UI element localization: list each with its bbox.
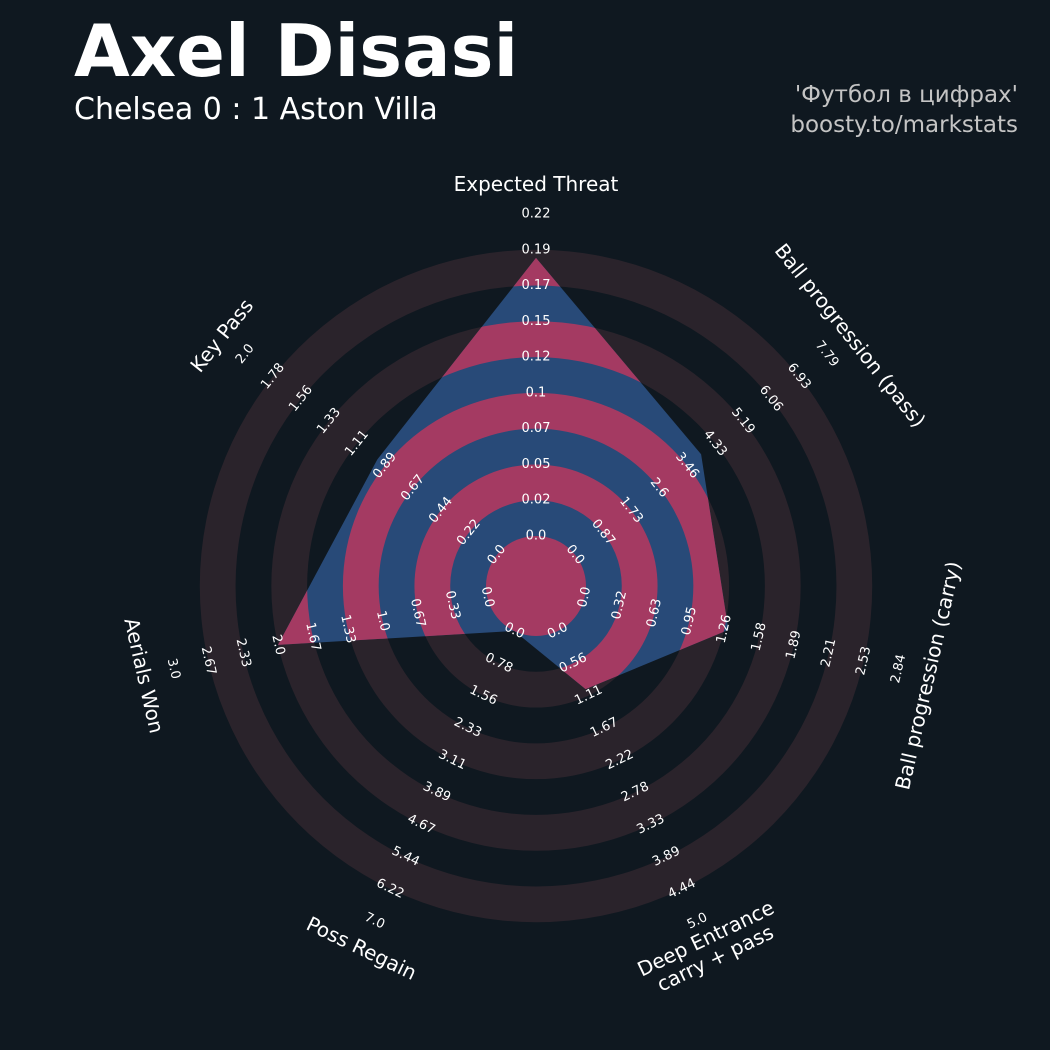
credit-line-2: boosty.to/markstats: [790, 112, 1018, 139]
tick-label: 0.0: [575, 585, 594, 609]
parameter-label-line: Key Pass: [185, 294, 258, 377]
tick-label: 0.19: [522, 242, 551, 257]
tick-label: 0.12: [522, 350, 551, 365]
tick-label: 2.0: [233, 341, 258, 367]
tick-label: 2.84: [888, 653, 909, 685]
parameter-label: Key Pass: [185, 294, 258, 377]
tick-label: 0.17: [522, 278, 551, 293]
tick-label: 2.67: [198, 645, 219, 677]
radar-polygon-center: [486, 536, 586, 636]
parameter-label: Aerials Won: [119, 616, 169, 736]
tick-label: 0.15: [522, 314, 551, 329]
tick-label: 0.22: [522, 207, 551, 222]
credit-line-1: 'Футбол в цифрах': [794, 82, 1018, 108]
tick-label: 0.07: [522, 421, 551, 436]
parameter-label-line: Aerials Won: [119, 616, 169, 736]
tick-label: 0.63: [644, 597, 665, 629]
tick-label: 0.05: [522, 457, 551, 472]
tick-label: 0.95: [679, 605, 700, 637]
parameter-label: Expected Threat: [454, 172, 619, 196]
tick-label: 0.0: [478, 585, 497, 609]
match-subtitle: Chelsea 0 : 1 Aston Villa: [74, 92, 438, 127]
tick-label: 1.89: [783, 629, 804, 661]
tick-label: 0.33: [442, 589, 463, 621]
parameter-label-line: Expected Threat: [454, 172, 619, 196]
tick-label: 2.33: [233, 637, 254, 669]
parameter-label: Deep Entrancecarry + pass: [633, 895, 787, 1001]
tick-label: 0.02: [522, 493, 551, 508]
tick-label: 0.1: [526, 385, 547, 400]
tick-label: 0.32: [609, 589, 630, 621]
tick-label: 1.0: [373, 609, 392, 633]
tick-label: 0.0: [526, 529, 547, 544]
tick-label: 3.0: [164, 657, 183, 681]
tick-label: 1.26: [714, 613, 735, 645]
tick-label: 1.58: [749, 621, 770, 653]
tick-label: 7.0: [362, 910, 387, 932]
tick-label: 7.79: [812, 338, 842, 370]
tick-label: 2.21: [818, 637, 839, 669]
tick-label: 2.53: [853, 645, 874, 677]
tick-label: 1.67: [302, 621, 323, 653]
tick-label: 2.0: [268, 633, 287, 657]
player-name-title: Axel Disasi: [74, 9, 519, 93]
tick-label: 1.33: [337, 613, 358, 645]
tick-label: 0.67: [407, 597, 428, 629]
credit-block: 'Футбол в цифрах' boosty.to/markstats: [790, 80, 1018, 141]
